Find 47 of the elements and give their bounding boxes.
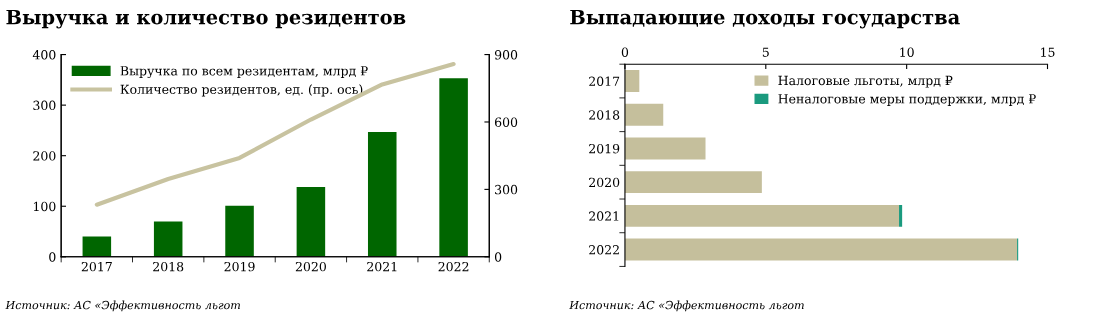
- text: Источник: АС «Эффективность льгот: [5, 300, 241, 312]
- y-tick-label: 2022: [589, 245, 619, 255]
- bar: [82, 236, 112, 257]
- bar: [367, 131, 397, 257]
- y2-tick-label: 0: [494, 252, 502, 262]
- y-tick-label: 400: [32, 50, 56, 60]
- y2-tick-label: 600: [494, 117, 518, 127]
- y-tick-label: 300: [33, 100, 56, 111]
- legend-label: Выручка по всем резидентам, млрд ₽: [120, 66, 368, 79]
- x-tick-label: 2019: [224, 261, 255, 272]
- x-tick-label: 2017: [81, 261, 112, 272]
- x-tick-label: 15: [1041, 47, 1055, 57]
- x-tick-label: 5: [762, 47, 769, 57]
- bar: [225, 205, 254, 257]
- x-tick-label: 2020: [295, 261, 326, 272]
- chart-title: Выручка и количество резидентов: [6, 9, 406, 29]
- y2-tick-label: 900: [494, 50, 518, 60]
- bar: [624, 103, 664, 126]
- y-tick-label: 2017: [589, 76, 620, 86]
- bar: [624, 70, 640, 93]
- bar: [624, 171, 762, 194]
- x-tick-label: 0: [621, 47, 629, 57]
- x-tick-label: 2022: [438, 261, 469, 272]
- y-tick-label: 2018: [589, 110, 620, 120]
- legend-label: Налоговые льготы, млрд ₽: [778, 75, 953, 88]
- chart-title: Выпадающие доходы государства: [570, 9, 960, 29]
- y-tick-label: 2020: [589, 177, 620, 188]
- bar: [624, 137, 706, 160]
- bar: [899, 204, 903, 227]
- y-tick-label: 200: [33, 151, 56, 161]
- bar: [439, 78, 468, 257]
- bar: [153, 221, 183, 257]
- y-tick-label: 100: [33, 201, 56, 212]
- legend-label: Неналоговые меры поддержки, млрд ₽: [778, 94, 1036, 106]
- bar: [624, 238, 1018, 261]
- bar: [624, 204, 900, 227]
- x-tick-label: 10: [900, 47, 914, 57]
- x-tick-label: 2018: [153, 261, 184, 272]
- line-series: [94, 61, 456, 207]
- y-tick-label: 2019: [589, 143, 620, 154]
- legend-label: Количество резидентов, ед. (пр. ось): [120, 84, 363, 97]
- y-tick-label: 2021: [589, 211, 619, 221]
- x-tick-label: 2021: [367, 261, 397, 272]
- bar: [296, 187, 326, 257]
- y-tick-label: 0: [49, 252, 56, 262]
- text: Источник: АС «Эффективность льгот: [569, 300, 804, 312]
- y2-tick-label: 300: [495, 184, 518, 195]
